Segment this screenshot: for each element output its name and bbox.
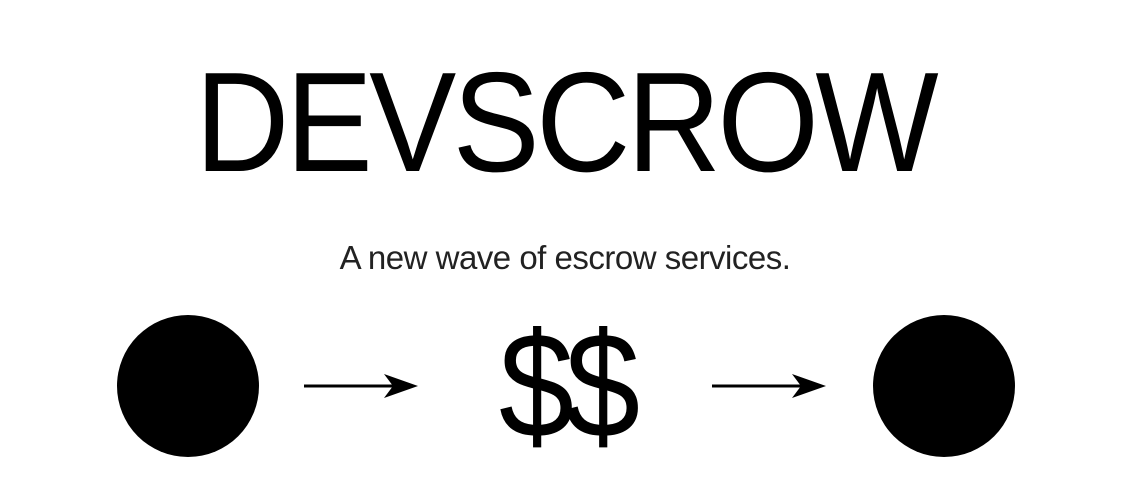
escrow-flow-diagram: $$	[0, 300, 1130, 480]
left-party-circle-icon	[117, 315, 259, 457]
brand-title: DEVSCROW	[195, 43, 939, 202]
right-arrow-icon	[304, 374, 418, 398]
right-party-circle-icon	[873, 315, 1015, 457]
right-arrow-icon	[712, 374, 826, 398]
money-symbol: $$	[498, 301, 640, 469]
tagline: A new wave of escrow services.	[339, 239, 791, 276]
